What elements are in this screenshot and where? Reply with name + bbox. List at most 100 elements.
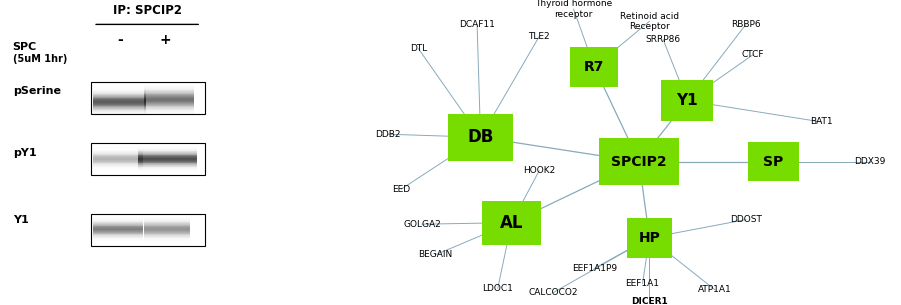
Text: GOLGA2: GOLGA2 bbox=[403, 220, 441, 229]
Bar bbox=[138, 153, 197, 154]
Text: ATP1A1: ATP1A1 bbox=[698, 285, 732, 294]
Text: SPCIP2: SPCIP2 bbox=[611, 155, 667, 169]
Text: Y1: Y1 bbox=[13, 215, 29, 224]
Bar bbox=[448, 113, 514, 161]
Bar bbox=[93, 221, 143, 222]
Bar bbox=[93, 161, 143, 162]
Bar bbox=[144, 110, 195, 111]
Bar bbox=[93, 237, 143, 238]
Bar bbox=[138, 164, 197, 165]
Bar bbox=[144, 219, 190, 220]
Bar bbox=[93, 236, 143, 237]
Bar bbox=[138, 162, 197, 163]
Bar bbox=[482, 201, 541, 245]
Bar bbox=[93, 219, 143, 220]
Text: pSerine: pSerine bbox=[13, 87, 60, 96]
Bar bbox=[93, 159, 143, 160]
Bar bbox=[91, 143, 205, 175]
Bar bbox=[144, 93, 195, 94]
Bar bbox=[93, 165, 143, 166]
Bar bbox=[93, 88, 146, 89]
Text: SP: SP bbox=[763, 155, 784, 169]
Bar bbox=[93, 218, 143, 219]
Text: SPC: SPC bbox=[13, 42, 37, 52]
Bar bbox=[144, 90, 195, 91]
Bar bbox=[93, 245, 143, 246]
Bar bbox=[93, 158, 143, 159]
Bar bbox=[93, 113, 146, 114]
Bar bbox=[144, 92, 195, 93]
Bar bbox=[93, 239, 143, 240]
Bar bbox=[93, 241, 143, 242]
Bar bbox=[93, 83, 146, 84]
Bar bbox=[93, 86, 146, 87]
Bar bbox=[93, 238, 143, 239]
Text: DICER1: DICER1 bbox=[631, 297, 668, 305]
Text: DDX39: DDX39 bbox=[854, 157, 886, 166]
Bar bbox=[570, 47, 618, 87]
Bar bbox=[144, 241, 190, 242]
Bar bbox=[93, 220, 143, 221]
Bar bbox=[138, 143, 197, 144]
Bar bbox=[138, 152, 197, 153]
Bar bbox=[144, 222, 190, 223]
Bar bbox=[93, 224, 143, 225]
Text: BEGAIN: BEGAIN bbox=[419, 250, 453, 259]
Bar bbox=[599, 138, 678, 185]
Bar bbox=[93, 170, 143, 171]
Bar bbox=[138, 171, 197, 172]
Bar bbox=[138, 163, 197, 164]
Bar bbox=[138, 172, 197, 173]
Bar bbox=[144, 105, 195, 106]
Bar bbox=[144, 84, 195, 85]
Bar bbox=[93, 146, 143, 147]
Bar bbox=[144, 235, 190, 236]
Bar bbox=[144, 231, 190, 232]
Bar bbox=[138, 146, 197, 147]
Bar bbox=[93, 111, 146, 112]
Bar bbox=[93, 145, 143, 146]
Bar bbox=[144, 89, 195, 90]
Bar bbox=[93, 151, 143, 152]
Bar bbox=[93, 225, 143, 226]
Bar bbox=[93, 109, 146, 110]
Bar bbox=[93, 154, 143, 155]
Bar bbox=[144, 236, 190, 237]
Bar bbox=[144, 217, 190, 218]
Bar bbox=[144, 245, 190, 246]
Bar bbox=[93, 229, 143, 230]
Text: EEF1A1P9: EEF1A1P9 bbox=[572, 264, 617, 273]
Bar bbox=[144, 83, 195, 84]
Bar bbox=[144, 218, 190, 219]
Bar bbox=[91, 82, 205, 114]
Bar bbox=[144, 215, 190, 216]
Bar bbox=[138, 151, 197, 152]
Bar bbox=[138, 145, 197, 146]
Bar bbox=[93, 112, 146, 113]
Bar bbox=[144, 224, 190, 225]
Bar bbox=[93, 223, 143, 224]
Bar bbox=[93, 98, 146, 99]
Text: DDOST: DDOST bbox=[730, 215, 762, 224]
Bar bbox=[138, 166, 197, 167]
Bar bbox=[144, 108, 195, 109]
Bar bbox=[93, 242, 143, 243]
Bar bbox=[144, 86, 195, 87]
Bar bbox=[144, 104, 195, 105]
Text: CALCOCO2: CALCOCO2 bbox=[528, 288, 578, 297]
Bar bbox=[93, 96, 146, 97]
Bar bbox=[93, 89, 146, 90]
Bar bbox=[138, 154, 197, 155]
Bar bbox=[144, 228, 190, 229]
Bar bbox=[93, 108, 146, 109]
Bar bbox=[93, 174, 143, 175]
Bar bbox=[144, 230, 190, 231]
Bar bbox=[144, 91, 195, 92]
Bar bbox=[144, 96, 195, 97]
Bar bbox=[93, 97, 146, 98]
Bar bbox=[93, 91, 146, 92]
Text: R7: R7 bbox=[584, 60, 605, 74]
Text: IP: SPCIP2: IP: SPCIP2 bbox=[113, 4, 182, 17]
Bar bbox=[93, 93, 146, 94]
Text: AL: AL bbox=[500, 214, 523, 232]
